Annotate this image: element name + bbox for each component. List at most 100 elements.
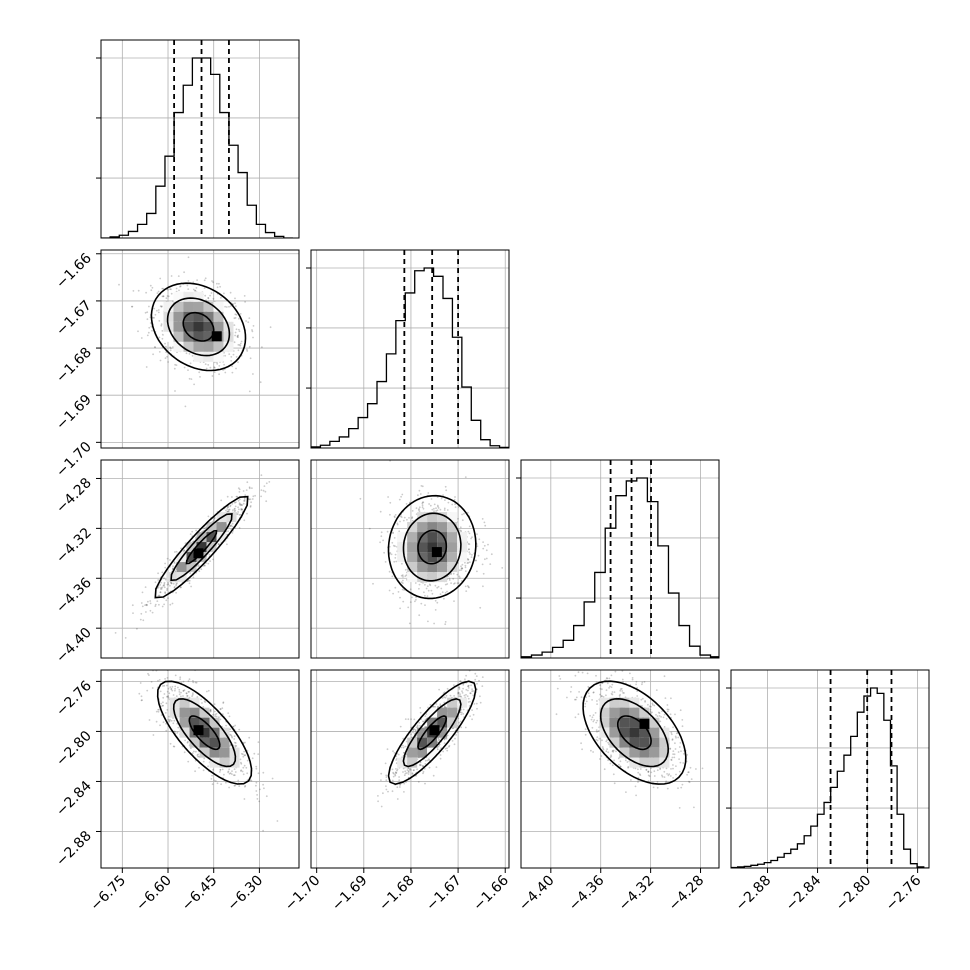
sample-point — [472, 694, 475, 697]
sample-point — [459, 577, 461, 579]
sample-point — [234, 317, 237, 319]
sample-point — [237, 336, 239, 338]
sample-point — [149, 609, 152, 612]
sample-point — [392, 531, 394, 534]
density-cell — [447, 717, 458, 728]
sample-point — [187, 280, 190, 282]
sample-point — [400, 495, 402, 498]
sample-point — [416, 725, 419, 728]
density-cell — [189, 717, 200, 728]
sample-point — [183, 271, 186, 274]
sample-point — [248, 317, 251, 319]
sample-point — [202, 706, 205, 708]
density-cell — [397, 757, 408, 768]
sample-point — [437, 738, 440, 740]
histogram-step-0 — [101, 57, 293, 238]
sample-point — [167, 597, 169, 600]
sample-point — [167, 687, 170, 690]
sample-point — [231, 503, 234, 505]
sample-point — [214, 361, 216, 364]
density-cell — [199, 717, 210, 728]
sample-point — [398, 530, 401, 533]
sample-point — [227, 712, 230, 714]
sample-point — [368, 527, 371, 530]
sample-point — [262, 829, 264, 832]
sample-point — [428, 766, 431, 769]
sample-point — [180, 547, 183, 550]
sample-point — [439, 703, 442, 706]
sample-point — [161, 704, 164, 707]
sample-point — [461, 690, 463, 693]
sample-point — [224, 354, 227, 357]
sample-point — [438, 688, 440, 691]
sample-point — [392, 775, 395, 778]
sample-point — [484, 558, 486, 561]
sample-point — [209, 710, 212, 713]
sample-point — [393, 537, 396, 539]
sample-point — [418, 587, 420, 590]
sample-point — [231, 525, 234, 528]
sample-point — [225, 306, 228, 308]
sample-point — [218, 373, 221, 376]
sample-point — [407, 767, 409, 770]
sample-point — [399, 520, 401, 523]
sample-point — [648, 705, 651, 708]
sample-point — [164, 578, 167, 581]
density-cell — [183, 291, 194, 302]
density-cell — [437, 717, 448, 728]
sample-point — [475, 559, 478, 562]
sample-point — [218, 543, 220, 545]
density-cell — [206, 522, 217, 533]
sample-point — [404, 772, 407, 775]
sample-point — [141, 699, 143, 701]
sample-point — [458, 569, 461, 572]
sample-point — [380, 531, 383, 534]
sample-point — [671, 739, 674, 741]
sample-point — [157, 586, 160, 589]
density-cell — [447, 512, 458, 523]
density-cell — [447, 697, 458, 708]
sample-point — [242, 755, 245, 758]
sample-point — [163, 586, 166, 589]
sample-point — [148, 719, 151, 721]
sample-point — [416, 768, 418, 771]
sample-point — [174, 674, 177, 677]
density-cell — [189, 707, 200, 718]
density-cell — [407, 737, 418, 748]
sample-point — [216, 363, 219, 365]
sample-point — [396, 769, 398, 772]
sample-point — [241, 770, 244, 773]
sample-point — [672, 764, 674, 766]
sample-point — [170, 688, 173, 691]
sample-point — [398, 776, 400, 778]
sample-point — [402, 767, 405, 770]
sample-point — [165, 345, 167, 348]
sample-point — [234, 334, 237, 337]
sample-point — [184, 542, 187, 545]
sample-point — [430, 498, 433, 500]
density-cell — [407, 747, 418, 758]
density-cell — [173, 341, 184, 352]
sample-point — [454, 737, 456, 740]
sample-point — [574, 698, 576, 701]
density-cell — [196, 542, 207, 553]
sample-point — [451, 503, 454, 506]
density-cell — [203, 301, 214, 312]
sample-point — [469, 553, 471, 555]
sample-point — [666, 704, 669, 706]
sample-point — [394, 771, 397, 774]
sample-point — [415, 730, 417, 732]
sample-point — [255, 784, 257, 787]
sample-point — [190, 747, 192, 750]
sample-point — [446, 583, 449, 585]
sample-point — [137, 330, 139, 333]
sample-point — [239, 344, 242, 347]
sample-point — [446, 687, 449, 690]
sample-point — [656, 786, 659, 789]
sample-point — [153, 307, 156, 310]
sample-point — [213, 517, 216, 520]
sample-point — [152, 317, 154, 319]
sample-point — [263, 787, 265, 790]
sample-point — [210, 778, 213, 780]
